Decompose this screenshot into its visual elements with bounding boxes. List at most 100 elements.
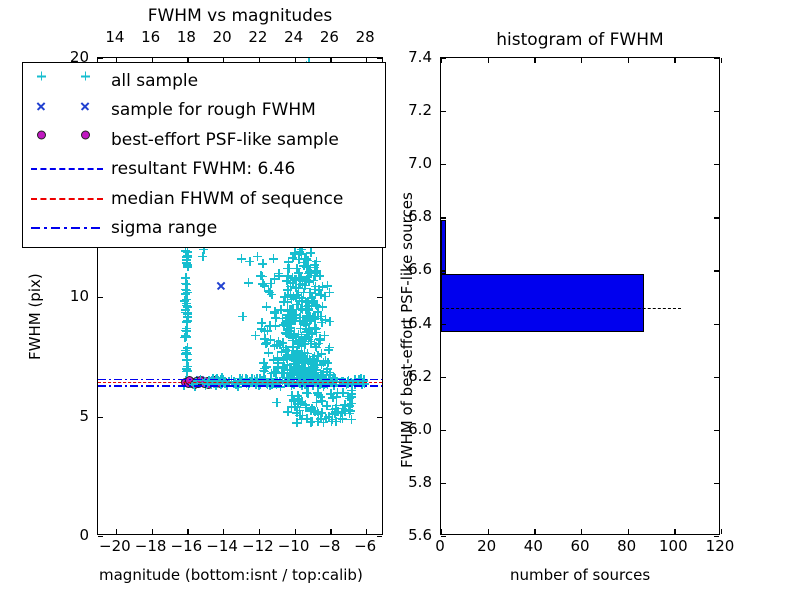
- scatter-point-plus: [294, 337, 304, 347]
- x-tick-bottom: [187, 529, 189, 534]
- y-tick-label: 7.0: [408, 154, 432, 173]
- x-tick: [674, 529, 676, 534]
- scatter-point-plus: [182, 309, 192, 319]
- scatter-point-plus: [287, 304, 297, 314]
- scatter-point-plus: [278, 342, 288, 352]
- scatter-point-plus: [285, 281, 295, 291]
- scatter-point-plus: [316, 408, 326, 418]
- x-tick-top: [721, 58, 723, 63]
- scatter-point-plus: [299, 348, 309, 358]
- scatter-point-plus: [181, 284, 191, 294]
- scatter-point-plus: [272, 397, 282, 407]
- x-tick-label: 20: [477, 537, 497, 555]
- scatter-point-plus: [309, 357, 319, 367]
- y-tick-label: 7.4: [408, 48, 432, 66]
- scatter-point-plus: [276, 368, 286, 378]
- scatter-point-plus: [181, 323, 191, 333]
- scatter-point-plus: [290, 332, 300, 342]
- scatter-point-plus: [307, 329, 317, 339]
- scatter-point-plus: [297, 368, 307, 378]
- scatter-point-plus: [301, 376, 311, 385]
- scatter-point-plus: [266, 278, 276, 288]
- scatter-point-plus: [345, 393, 354, 403]
- scatter-point-plus: [322, 401, 332, 411]
- scatter-point-plus: [284, 263, 294, 273]
- scatter-point-plus: [295, 352, 305, 362]
- reference-line-sigma-range-lower: [98, 385, 382, 387]
- x-tick-label-top: 26: [319, 28, 339, 46]
- x-tick-top: [441, 58, 443, 63]
- scatter-point-plus: [291, 348, 301, 358]
- y-tick-right: [714, 376, 719, 378]
- x-tick-label-top: 18: [176, 28, 196, 46]
- y-tick-label: 5.6: [408, 526, 432, 544]
- scatter-point-plus: [307, 416, 317, 426]
- scatter-point-plus: [293, 352, 303, 362]
- scatter-point-plus: [291, 332, 301, 342]
- scatter-point-plus: [294, 338, 304, 348]
- y-tick: [98, 536, 103, 538]
- scatter-point-plus: [303, 334, 313, 344]
- scatter-point-plus: [259, 281, 269, 291]
- scatter-point-plus: [287, 390, 297, 400]
- scatter-point-plus: [295, 367, 305, 377]
- scatter-point-plus: [290, 247, 300, 257]
- scatter-point-plus: [183, 312, 193, 322]
- scatter-point-plus: [294, 268, 304, 278]
- scatter-point-plus: [320, 356, 330, 366]
- scatter-point-plus: [309, 406, 319, 416]
- scatter-point-plus: [302, 262, 311, 272]
- scatter-point-plus: [294, 355, 304, 365]
- scatter-point-plus: [283, 350, 293, 360]
- scatter-point-plus: [304, 366, 314, 376]
- x-tick-bottom: [330, 529, 332, 534]
- scatter-point-plus: [274, 271, 284, 281]
- scatter-point-plus: [316, 290, 326, 300]
- scatter-point-plus: [299, 283, 309, 293]
- scatter-point-plus: [310, 323, 320, 333]
- scatter-point-plus: [282, 354, 292, 364]
- scatter-point-plus: [304, 355, 314, 365]
- scatter-point-plus: [282, 313, 292, 322]
- scatter-point-plus: [299, 253, 309, 263]
- scatter-point-plus: [281, 329, 291, 339]
- scatter-point-plus: [310, 300, 320, 310]
- scatter-point-plus: [286, 319, 296, 329]
- y-tick: [441, 376, 446, 378]
- scatter-point-plus: [307, 366, 317, 376]
- scatter-point-plus: [301, 254, 311, 264]
- scatter-point-plus: [304, 305, 314, 315]
- scatter-point-plus: [313, 306, 323, 316]
- scatter-point-plus: [286, 319, 296, 329]
- scatter-point-plus: [330, 409, 340, 419]
- scatter-point-plus: [282, 368, 292, 378]
- scatter-point-plus: [302, 388, 312, 398]
- scatter-point-plus: [285, 316, 295, 326]
- scatter-point-plus: [282, 407, 292, 417]
- scatter-point-plus: [305, 338, 315, 348]
- y-tick: [441, 111, 446, 113]
- x-tick-top: [487, 58, 489, 63]
- y-tick-right: [714, 58, 719, 60]
- scatter-point-plus: [297, 369, 307, 379]
- scatter-point-plus: [182, 279, 192, 289]
- scatter-point-plus: [297, 305, 307, 315]
- scatter-point-plus: [182, 354, 192, 364]
- scatter-point-plus: [234, 376, 244, 386]
- scatter-point-plus: [288, 331, 298, 341]
- scatter-point-plus: [274, 268, 284, 278]
- scatter-point-plus: [295, 316, 305, 326]
- scatter-point-plus: [271, 366, 281, 376]
- legend-label: best-effort PSF-like sample: [111, 129, 339, 150]
- scatter-point-plus: [181, 332, 191, 342]
- scatter-point-plus: [293, 360, 303, 370]
- scatter-point-plus: [300, 364, 310, 374]
- scatter-point-plus: [318, 358, 328, 368]
- y-tick: [441, 164, 446, 166]
- scatter-point-plus: [309, 313, 319, 323]
- scatter-point-plus: [263, 286, 273, 296]
- scatter-point-plus: [291, 417, 301, 427]
- scatter-point-plus: [306, 368, 316, 378]
- scatter-point-plus: [303, 260, 313, 270]
- scatter-point-plus: [198, 251, 208, 261]
